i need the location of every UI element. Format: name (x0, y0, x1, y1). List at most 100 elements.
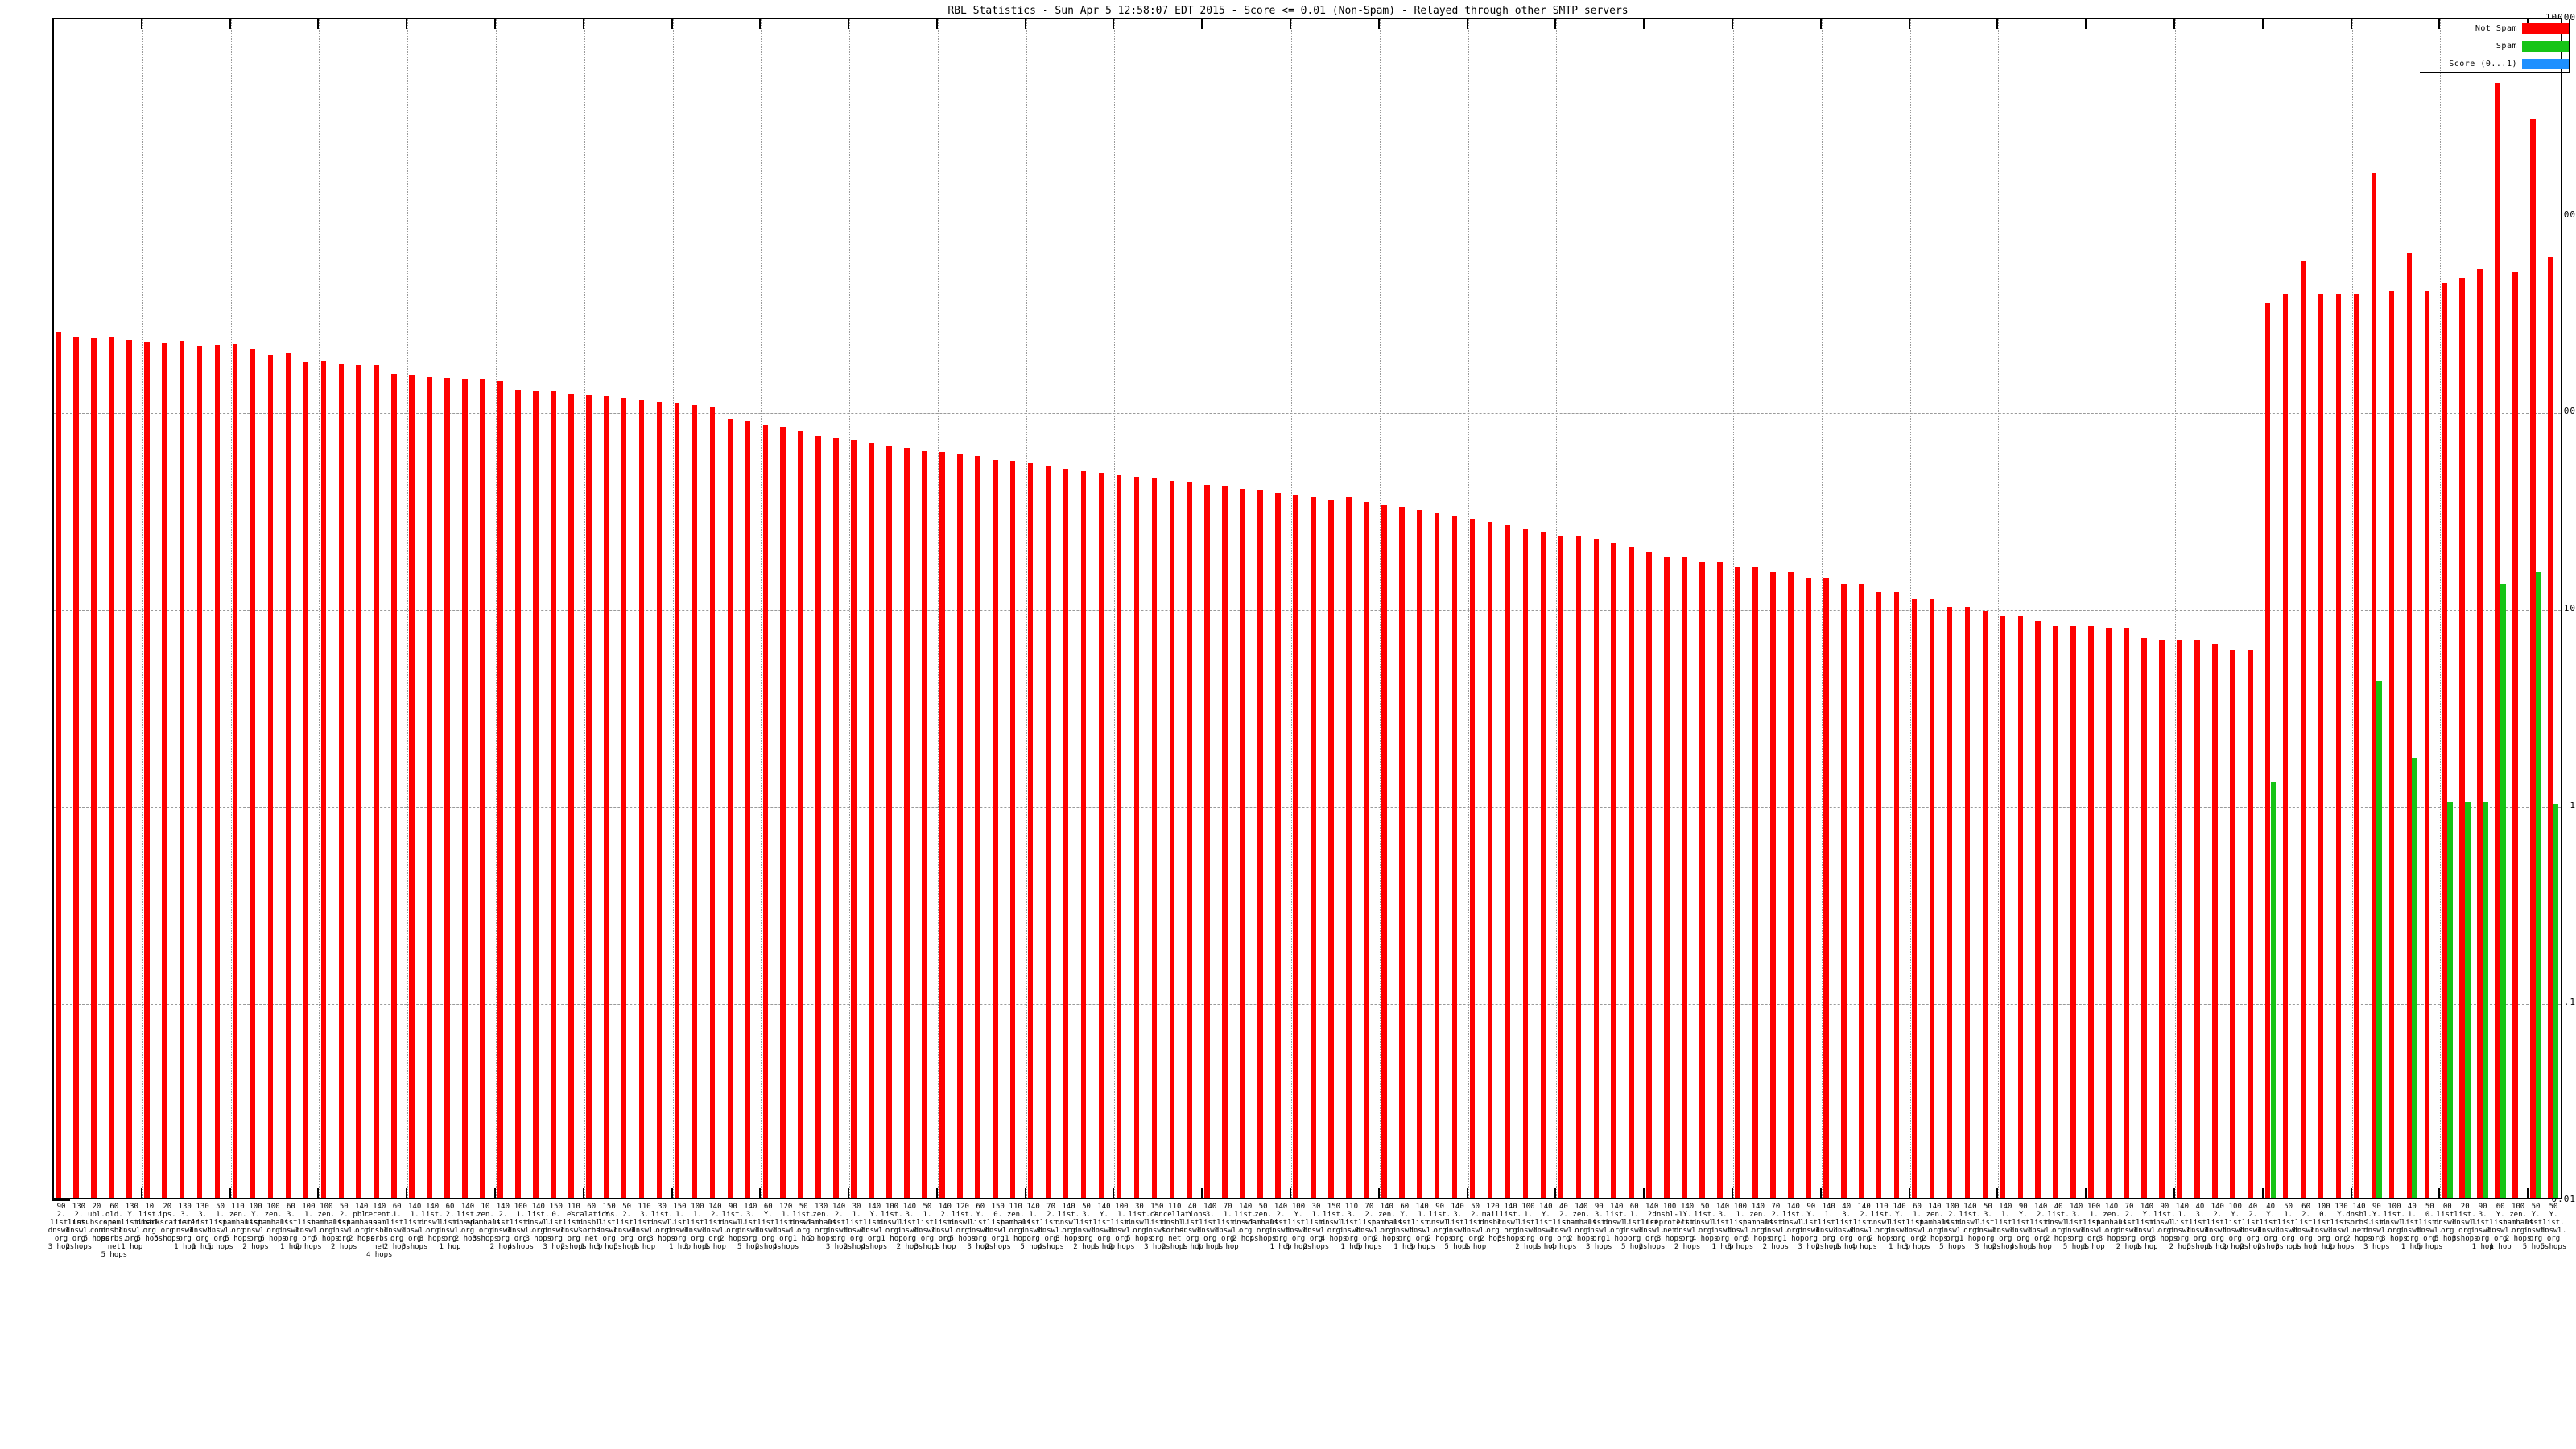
vertical-gridline (2174, 19, 2176, 1198)
bar-not-spam (1876, 591, 1882, 1198)
bar-not-spam (232, 343, 238, 1198)
bar-not-spam (1469, 518, 1476, 1198)
legend-item-not-spam: Not Spam (2420, 19, 2569, 37)
x-axis-label: 140 list. dnswl. org 1 hop (1957, 1203, 1984, 1243)
bar-not-spam (1346, 497, 1352, 1198)
x-tick-bottom (1377, 1188, 1380, 1199)
x-tick-bottom (935, 1188, 938, 1199)
x-axis-label: 130 Y. list. dnswl. org 2 hops (2328, 1203, 2355, 1251)
bar-not-spam (727, 419, 733, 1198)
bar-not-spam (1964, 607, 1971, 1198)
x-axis-label: 60 escalations. dnsbl. sorbs. net 1 hop (566, 1203, 619, 1251)
x-axis-label: 140 zen. spamhaus. org 2 hops (1367, 1203, 1407, 1243)
horizontal-gridline (54, 1004, 2561, 1005)
x-tick-top (1024, 18, 1026, 29)
x-axis-label: 30 1. list. dnswl. org 2 hops (1302, 1203, 1330, 1251)
bar-not-spam (2300, 261, 2306, 1198)
vertical-gridline (1468, 19, 1469, 1198)
x-axis-label: 60 Y. list. dnswl. org 1 hop (2487, 1203, 2514, 1251)
x-axis-label: 140 zen. spamhaus. org 5 hops (1738, 1203, 1778, 1243)
x-axis-label: 140 list. dnswl. org 3 hops (525, 1203, 552, 1243)
bar-not-spam (2088, 625, 2094, 1198)
x-tick-bottom (2085, 1188, 2087, 1199)
bar-spam (2412, 758, 2417, 1198)
x-axis-label: 90 list. dnswl. org 3 hops (2151, 1203, 2178, 1243)
x-tick-top (2173, 18, 2175, 29)
bar-not-spam (2388, 291, 2395, 1198)
x-tick-bottom (582, 1188, 584, 1199)
x-axis-label: 60 old. spam. dnsbl. sorbs. net 5 hops (101, 1203, 128, 1259)
x-axis-label: 130 zen. spamhaus. org 2 hops (801, 1203, 841, 1243)
x-axis-label: 100 2. list. dnswl. org 5 hops (1939, 1203, 1966, 1251)
x-axis-label: 150 list. dnswl. org 4 hops (1320, 1203, 1348, 1243)
vertical-gridline (230, 19, 232, 1198)
x-axis-label: 20 list. dnswl. org 3 hops (2451, 1203, 2479, 1243)
x-axis-labels: 90 2. list. dnswl. org 3 hops 130 2. list. dnswl.… (48, 1203, 2567, 1444)
x-tick-top (1731, 18, 1733, 29)
bar-not-spam (780, 427, 786, 1198)
x-axis-label: 10 zen. spamhaus. org 3 hops (465, 1203, 506, 1243)
x-axis-label: 90 3. list. dnswl. org 3 hops (1586, 1203, 1612, 1251)
x-axis-label: 100 dnsbl-1. uceprotect. net 3 hops (1645, 1203, 1694, 1243)
bar-not-spam (2459, 277, 2466, 1198)
x-axis-label: 150 Y. list. dnswl. org 3 hops (596, 1203, 622, 1251)
bar-not-spam (338, 363, 345, 1198)
bar-not-spam (409, 375, 415, 1198)
bar-not-spam (515, 389, 521, 1198)
bar-not-spam (2512, 272, 2518, 1198)
x-axis-label: 90 Y. list. dnswl. org 3 hops (2363, 1203, 2390, 1251)
x-axis-label: 30 1. list. dnswl. org 2 hops (843, 1203, 870, 1251)
bar-not-spam (1699, 561, 1705, 1198)
x-axis-label: 140 2. list. dnswl. org 2 hops (1638, 1203, 1666, 1251)
legend-swatch-score (2522, 58, 2569, 69)
vertical-gridline (1114, 19, 1116, 1198)
bar-not-spam (2194, 639, 2200, 1198)
bar-not-spam (196, 345, 203, 1198)
x-axis-label: 90 list. dnswl. org 2 hops (1426, 1203, 1453, 1243)
x-axis-label: 20 ubl. unsubscore. com 5 hops (72, 1203, 121, 1243)
x-axis-label: 70 2. list. dnswl. org 2 hops (1762, 1203, 1790, 1251)
x-axis-label: 30 list. dnswl. org 3 hops (649, 1203, 675, 1243)
x-axis-label: 140 3. list. dnswl. org 2 hops (896, 1203, 923, 1251)
x-tick-bottom (406, 1188, 408, 1199)
x-tick-top (1643, 18, 1645, 29)
x-axis-label: 140 Y. list. dnswl. org 1 hop (1533, 1203, 1559, 1251)
x-tick-bottom (2527, 1188, 2529, 1199)
bar-not-spam (56, 331, 61, 1198)
x-axis-label: 100 zen. spamhaus. org 2 hops (2498, 1203, 2538, 1243)
x-axis-label: 120 mail. dnsbl. org 2 hops (1480, 1203, 1506, 1243)
bar-not-spam (2177, 639, 2182, 1198)
x-axis-label: 140 1. list. dnswl. org 3 hops (1409, 1203, 1435, 1251)
bar-spam (2553, 803, 2559, 1198)
bar-not-spam (320, 361, 327, 1198)
bar-not-spam (833, 438, 839, 1198)
x-axis-label: 90 3. list. dnswl. org 1 hop (2469, 1203, 2496, 1251)
bar-not-spam (1009, 460, 1016, 1198)
x-tick-bottom (1290, 1188, 1292, 1199)
x-axis-label: 100 zen. spamhaus. org 6 hops (254, 1203, 293, 1243)
x-tick-bottom (2350, 1188, 2352, 1199)
legend-label-not-spam: Not Spam (2475, 23, 2517, 33)
x-axis-label: 40 list. dnswl. org 2 hops (2045, 1203, 2072, 1243)
bar-not-spam (1788, 572, 1794, 1198)
bar-not-spam (638, 400, 645, 1198)
bar-not-spam (480, 379, 485, 1198)
bar-not-spam (1629, 547, 1634, 1198)
bar-not-spam (2477, 269, 2483, 1198)
bar-not-spam (1752, 567, 1758, 1198)
bar-not-spam (2424, 291, 2430, 1198)
bar-not-spam (1593, 539, 1600, 1198)
bar-not-spam (674, 403, 680, 1198)
x-tick-bottom (1996, 1188, 1999, 1199)
bar-not-spam (1204, 484, 1211, 1198)
x-axis-label: 140 list. dnswl. org 1 hop (1780, 1203, 1807, 1243)
bar-not-spam (1027, 462, 1034, 1198)
x-axis-label: 100 1. list. dnswl. org 2 hops (1515, 1203, 1542, 1251)
bar-not-spam (1222, 486, 1228, 1198)
x-axis-label: 130 3. list. dnswl. org 1 hop (189, 1203, 216, 1251)
bar-not-spam (1558, 535, 1564, 1198)
x-axis-label: 90 2. list. dnswl. org 3 hops (47, 1203, 75, 1251)
x-axis-label: 140 2. list. dnswl. org 3 hops (825, 1203, 852, 1251)
x-axis-label: 150 2. list. dnswl. org 3 hops (1144, 1203, 1170, 1251)
bar-not-spam (1911, 598, 1918, 1198)
